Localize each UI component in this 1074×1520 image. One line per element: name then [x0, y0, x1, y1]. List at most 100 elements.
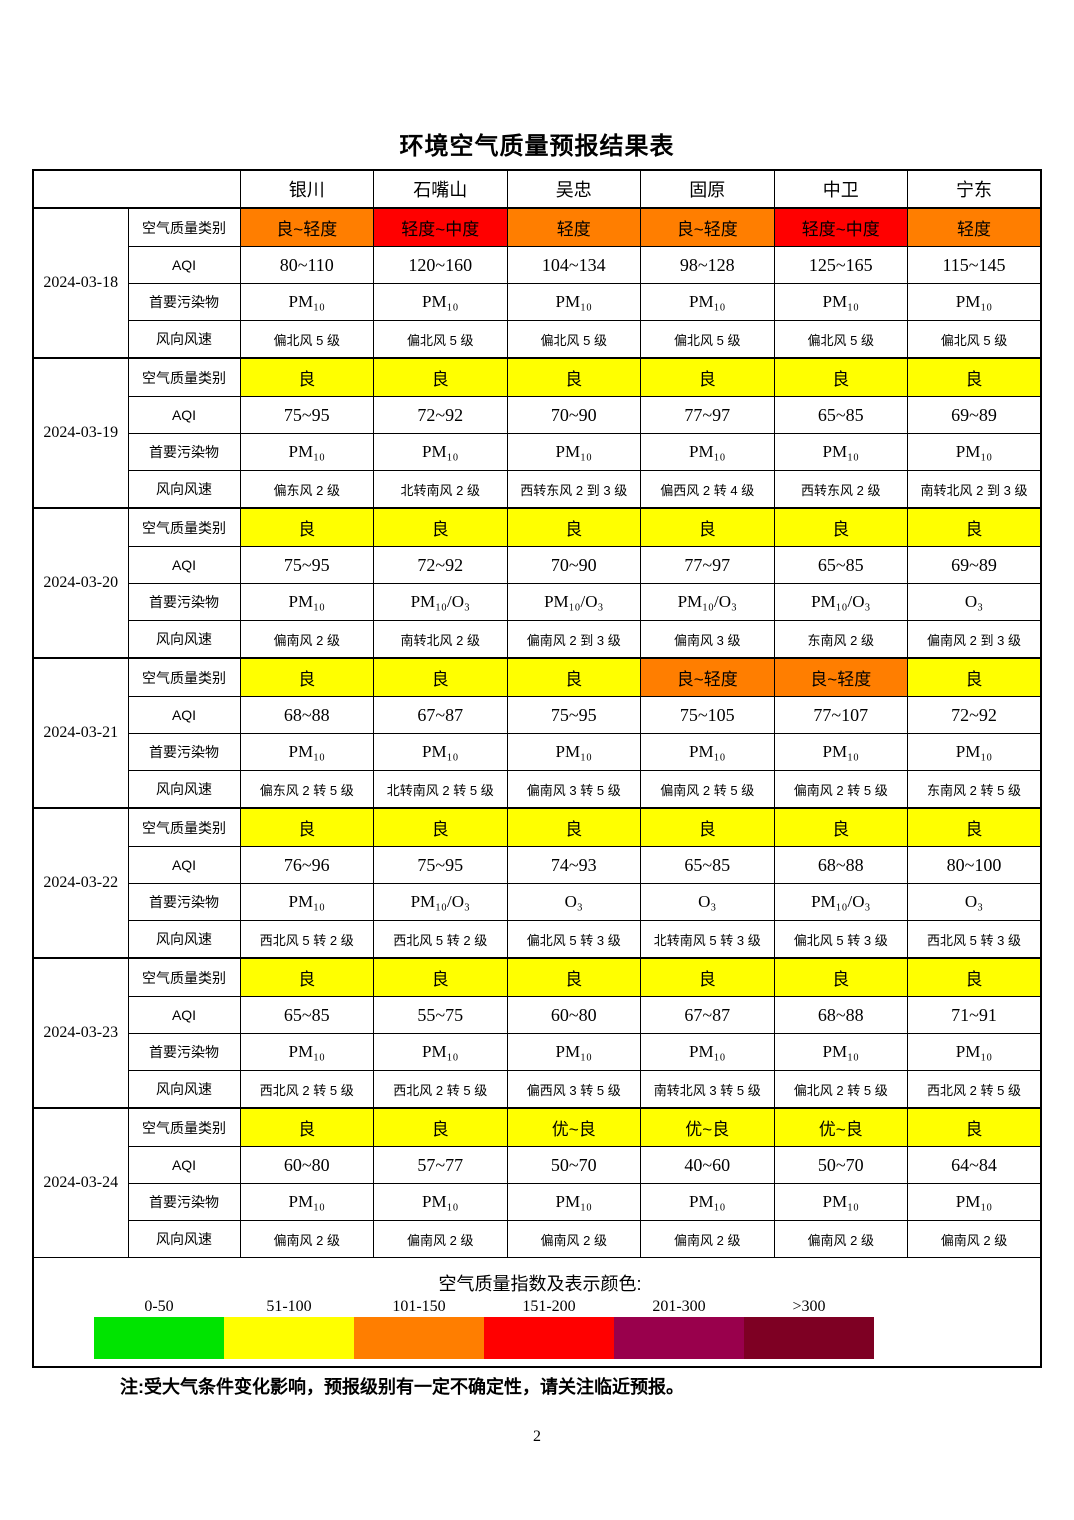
category-cell: 良 [640, 357, 775, 397]
pollutant-cell: PM₁₀ [907, 283, 1042, 321]
wind-cell: 偏北风 5 级 [506, 320, 641, 359]
category-cell: 良 [640, 807, 775, 847]
aqi-cell: 60~80 [239, 1146, 374, 1184]
row-label: 风向风速 [127, 320, 241, 359]
date-cell: 2024-03-18 [32, 207, 129, 359]
city-header: 中卫 [773, 169, 908, 209]
legend-segment [614, 1316, 744, 1359]
pollutant-cell: PM₁₀ [506, 1183, 641, 1221]
pollutant-cell: PM₁₀/O₃ [506, 583, 641, 621]
pollutant-cell: PM₁₀/O₃ [373, 883, 508, 921]
category-cell: 轻度~中度 [373, 207, 508, 247]
pollutant-cell: O₃ [907, 583, 1042, 621]
category-cell: 良~轻度 [640, 657, 775, 697]
wind-cell: 东南风 2 级 [773, 620, 908, 659]
pollutant-cell: PM₁₀ [640, 1183, 775, 1221]
row-label: AQI [127, 396, 241, 434]
row-label: 首要污染物 [127, 1033, 241, 1071]
row-label: 风向风速 [127, 620, 241, 659]
row-label: 首要污染物 [127, 883, 241, 921]
category-cell: 良 [239, 357, 374, 397]
wind-cell: 偏北风 5 转 3 级 [506, 920, 641, 959]
row-label: 空气质量类别 [127, 207, 241, 247]
wind-cell: 北转南风 5 转 3 级 [640, 920, 775, 959]
aqi-cell: 55~75 [373, 996, 508, 1034]
wind-row: 风向风速 偏南风 2 级南转北风 2 级偏南风 2 到 3 级偏南风 3 级东南风… [33, 620, 1042, 659]
wind-cell: 偏北风 5 级 [640, 320, 775, 359]
category-cell: 良~轻度 [239, 207, 374, 247]
category-cell: 良~轻度 [773, 657, 908, 697]
aqi-cell: 65~85 [239, 996, 374, 1034]
pollutant-cell: PM₁₀ [239, 283, 374, 321]
aqi-cell: 72~92 [373, 396, 508, 434]
forecast-table-body: 2024-03-18 空气质量类别 良~轻度 轻度~中度 轻度 良~轻度 轻度~中度 轻度 AQ… [32, 207, 1042, 1258]
aqi-row: AQI 75~95 72~92 70~90 77~97 65~85 69~89 [33, 396, 1042, 434]
category-cell: 良 [373, 657, 508, 697]
legend-color-bar [94, 1316, 1040, 1359]
pollutant-cell: PM₁₀ [907, 433, 1042, 471]
wind-cell: 北转南风 2 级 [373, 470, 508, 509]
wind-cell: 偏南风 2 级 [506, 1220, 641, 1258]
category-cell: 良~轻度 [640, 207, 775, 247]
pollutant-cell: PM₁₀ [239, 1183, 374, 1221]
aqi-cell: 80~100 [907, 846, 1042, 884]
city-header: 吴忠 [506, 169, 641, 209]
aqi-cell: 57~77 [373, 1146, 508, 1184]
wind-cell: 偏西风 2 转 4 级 [640, 470, 775, 509]
pollutant-cell: PM₁₀ [239, 433, 374, 471]
legend-title: 空气质量指数及表示颜色: [438, 1273, 642, 1294]
wind-cell: 西北风 5 转 3 级 [907, 920, 1042, 959]
row-label: 首要污染物 [127, 583, 241, 621]
pollutant-cell: PM₁₀ [640, 1033, 775, 1071]
aqi-cell: 75~95 [373, 846, 508, 884]
wind-cell: 偏南风 2 级 [640, 1220, 775, 1258]
wind-cell: 偏北风 5 级 [373, 320, 508, 359]
category-row: 2024-03-22 空气质量类别良良良良良良 [32, 807, 1042, 959]
city-header-row: 银川 石嘴山 吴忠 固原 中卫 宁东 [32, 169, 1042, 209]
row-label: 风向风速 [127, 470, 241, 509]
aqi-cell: 64~84 [907, 1146, 1042, 1184]
category-cell: 轻度 [506, 207, 641, 247]
category-cell: 良 [373, 807, 508, 847]
pollutant-cell: PM₁₀/O₃ [640, 583, 775, 621]
category-cell: 良 [239, 1107, 374, 1147]
category-cell: 良 [506, 357, 641, 397]
category-cell: 良 [640, 957, 775, 997]
pollutant-cell: PM₁₀ [773, 733, 908, 771]
forecast-table: 银川 石嘴山 吴忠 固原 中卫 宁东 2024-03-18 空气质量类别 良~轻度轻… [32, 169, 1042, 1368]
legend-range-label: 101-150 [392, 1297, 446, 1315]
aqi-legend: 空气质量指数及表示颜色: 0-50 51-100 101-150 151-200 201… [32, 1257, 1042, 1368]
aqi-cell: 115~145 [907, 246, 1042, 284]
row-label: AQI [127, 246, 241, 284]
date-cell: 2024-03-22 [32, 807, 129, 959]
date-cell: 2024-03-21 [32, 657, 129, 809]
category-cell: 轻度~中度 [773, 207, 908, 247]
wind-row: 风向风速 偏北风 5 级偏北风 5 级偏北风 5 级偏北风 5 级偏北风 5 级偏… [33, 320, 1042, 359]
row-label: 首要污染物 [127, 1183, 241, 1221]
aqi-cell: 80~110 [239, 246, 374, 284]
row-label: 首要污染物 [127, 433, 241, 471]
page-number: 2 [533, 1428, 541, 1445]
legend-range-label: 0-50 [144, 1297, 174, 1315]
pollutant-cell: PM₁₀ [506, 433, 641, 471]
date-cell: 2024-03-24 [32, 1107, 129, 1258]
aqi-cell: 50~70 [773, 1146, 908, 1184]
pollutant-row: 首要污染物 PM₁₀ PM₁₀ PM₁₀ PM₁₀ PM₁₀ PM₁₀ [33, 733, 1042, 771]
row-label: 空气质量类别 [127, 657, 241, 697]
aqi-cell: 125~165 [773, 246, 908, 284]
wind-cell: 西转东风 2 级 [773, 470, 908, 509]
wind-cell: 北转南风 2 转 5 级 [373, 770, 508, 809]
category-cell: 良 [239, 507, 374, 547]
aqi-cell: 60~80 [506, 996, 641, 1034]
pollutant-cell: PM₁₀ [773, 283, 908, 321]
legend-segment [354, 1316, 484, 1359]
category-cell: 良 [907, 357, 1042, 397]
pollutant-cell: PM₁₀ [907, 1183, 1042, 1221]
pollutant-cell: PM₁₀ [506, 733, 641, 771]
aqi-cell: 68~88 [773, 846, 908, 884]
category-cell: 良 [506, 807, 641, 847]
aqi-cell: 65~85 [773, 396, 908, 434]
legend-row: 空气质量指数及表示颜色: 0-50 51-100 101-150 151-200 201… [32, 1257, 1042, 1368]
wind-cell: 偏北风 5 级 [907, 320, 1042, 359]
aqi-cell: 65~85 [773, 546, 908, 584]
